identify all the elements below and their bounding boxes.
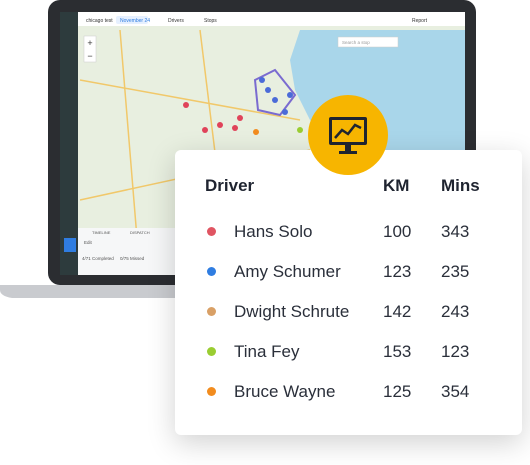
tab[interactable]: DISPATCH (130, 230, 150, 235)
table-row: Bruce Wayne 125 354 (175, 376, 522, 406)
mins: 243 (441, 302, 470, 321)
driver-name: Amy Schumer (234, 262, 341, 281)
account: chicago test (86, 18, 113, 24)
date[interactable]: November 24 (120, 18, 150, 24)
driver-dot (207, 267, 216, 276)
zoom-control[interactable] (83, 35, 97, 63)
km: 123 (383, 262, 412, 281)
drivers-tab[interactable]: Drivers (168, 18, 184, 24)
driver-dot (207, 227, 216, 236)
pins (183, 77, 303, 135)
search-placeholder: Search a stop (342, 40, 370, 45)
report-link[interactable]: Report (412, 18, 428, 24)
km: 142 (383, 302, 412, 321)
table-row: Amy Schumer 123 235 (175, 256, 522, 286)
driver-dot (207, 307, 216, 316)
mins: 123 (441, 342, 470, 361)
km: 100 (383, 222, 412, 241)
driver-name: Bruce Wayne (234, 382, 336, 401)
driver-dot (207, 387, 216, 396)
date-box[interactable] (116, 16, 148, 24)
mins: 354 (441, 382, 470, 401)
icon (329, 117, 367, 154)
driver-name: Tina Fey (234, 342, 300, 361)
header: Mins (441, 176, 480, 195)
driver-dot (207, 347, 216, 356)
table-row: Tina Fey 153 123 (175, 336, 522, 366)
tab[interactable]: TIMELINE (92, 230, 111, 235)
header: KM (383, 176, 410, 195)
chart-icon (308, 95, 388, 175)
edit-button[interactable]: Edit (84, 240, 93, 245)
km: 153 (383, 342, 412, 361)
sidebar (60, 12, 78, 275)
status: 4/71 Completed (82, 256, 114, 261)
zoom-in[interactable]: + (87, 38, 92, 48)
header: Driver (205, 176, 255, 195)
driver-name: Dwight Schrute (234, 302, 350, 321)
status: 0/75 Missed (120, 256, 145, 261)
zoom-out[interactable]: − (87, 51, 92, 61)
top-bar (60, 12, 465, 26)
table-row: Dwight Schrute 142 243 (175, 296, 522, 326)
stops-tab[interactable]: Stops (204, 18, 217, 24)
mins: 343 (441, 222, 470, 241)
search-box[interactable] (337, 36, 399, 48)
stats-card: Driver KM Mins Hans Solo 100 343 Amy Schume… (175, 150, 522, 435)
km: 125 (383, 382, 412, 401)
sidebar-active[interactable] (64, 238, 76, 252)
table-row: Hans Solo 100 343 (175, 216, 522, 246)
mins: 235 (441, 262, 470, 281)
driver-name: Hans Solo (234, 222, 313, 241)
route (253, 68, 297, 117)
